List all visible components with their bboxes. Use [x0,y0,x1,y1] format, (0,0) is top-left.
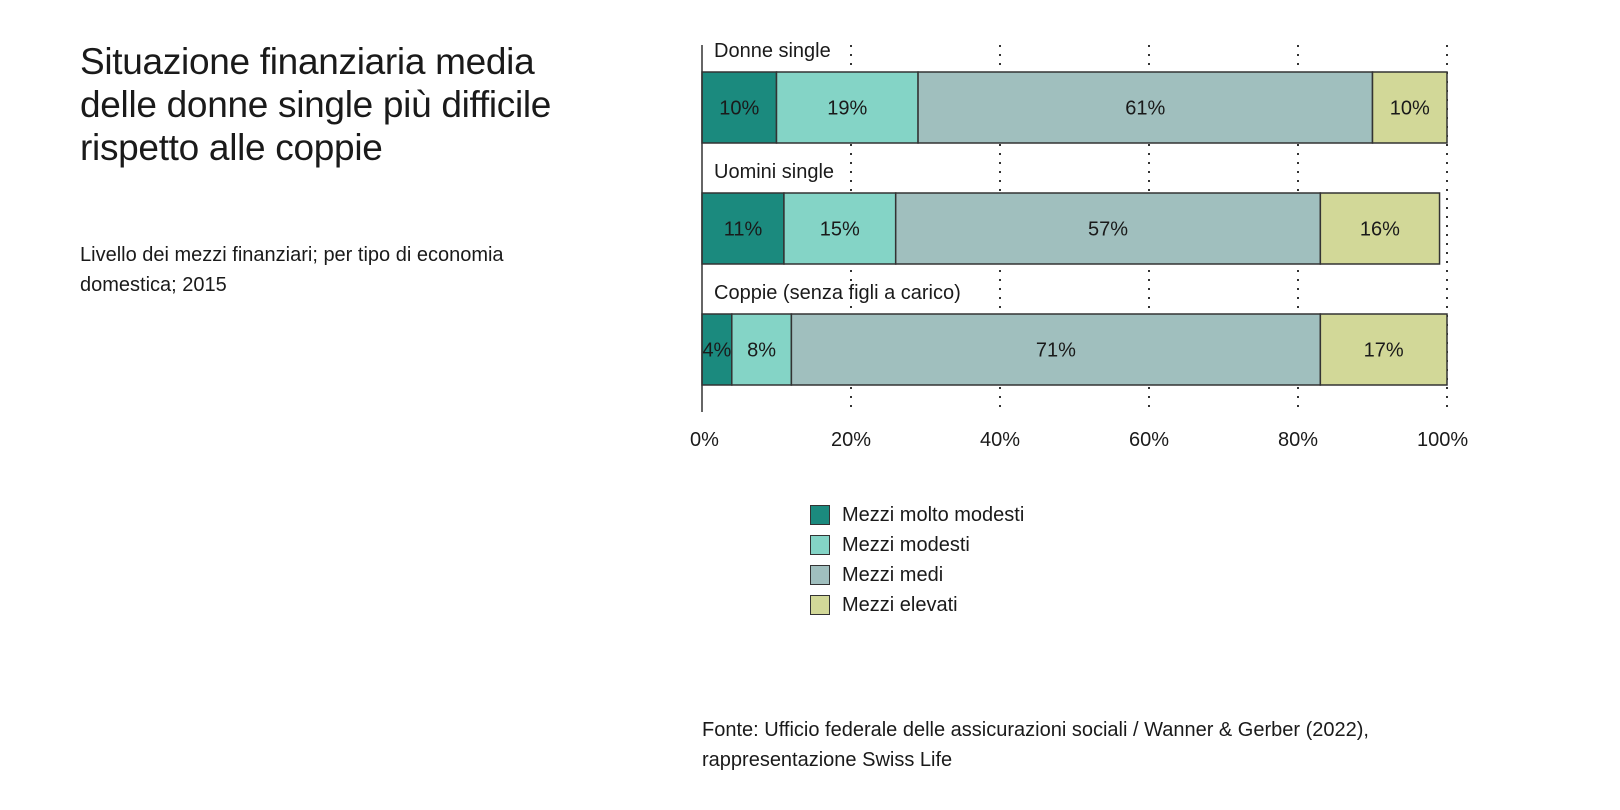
x-tick-label: 60% [1129,429,1169,451]
legend-swatch [810,535,830,555]
bar-segment [701,192,785,265]
data-label: 61% [1125,98,1165,120]
category-label: Donne single [714,40,831,62]
bar-segment [1319,313,1448,386]
data-label: 19% [827,98,867,120]
legend-swatch [810,565,830,585]
legend-swatch [810,595,830,615]
legend-swatch [810,505,830,525]
legend-label: Mezzi medi [842,563,944,586]
data-label: 17% [1364,340,1404,362]
legend-item: Mezzi elevati [810,590,1024,620]
bar-segment [1371,71,1448,144]
category-label: Uomini single [714,161,834,183]
chart-title: Situazione finanziaria media delle donne… [80,41,552,168]
data-label: 4% [702,340,731,362]
legend-item: Mezzi molto modesti [810,500,1024,530]
data-label: 8% [747,340,776,362]
bar-segment [731,313,793,386]
data-label: 11% [724,219,763,241]
x-tick-label: 20% [831,429,871,451]
legend-item: Mezzi modesti [810,530,1024,560]
bar-segment [701,71,778,144]
category-label: Coppie (senza figli a carico) [714,282,961,304]
bar-segment [1319,192,1441,265]
data-label: 57% [1088,219,1128,241]
x-tick-label: 100% [1417,429,1468,451]
x-tick-label: 80% [1278,429,1318,451]
bar-segment [790,313,1322,386]
source-note: Fonte: Ufficio federale delle assicurazi… [702,719,1369,771]
x-tick-label: 40% [980,429,1020,451]
legend-label: Mezzi molto modesti [842,503,1025,526]
data-label: 15% [820,219,860,241]
chart-legend: Mezzi molto modesti Mezzi modesti Mezzi me… [810,500,1024,620]
data-label: 16% [1360,219,1400,241]
data-label: 71% [1036,340,1076,362]
data-label: 10% [1390,98,1430,120]
bar-segment [894,192,1322,265]
legend-label: Mezzi elevati [842,593,958,616]
chart-subtitle: Livello dei mezzi finanziari; per tipo d… [80,244,504,296]
data-label: 10% [719,98,759,120]
x-tick-label: 0% [690,429,719,451]
legend-label: Mezzi modesti [842,533,970,556]
bar-segment [783,192,897,265]
legend-item: Mezzi medi [810,560,1024,590]
